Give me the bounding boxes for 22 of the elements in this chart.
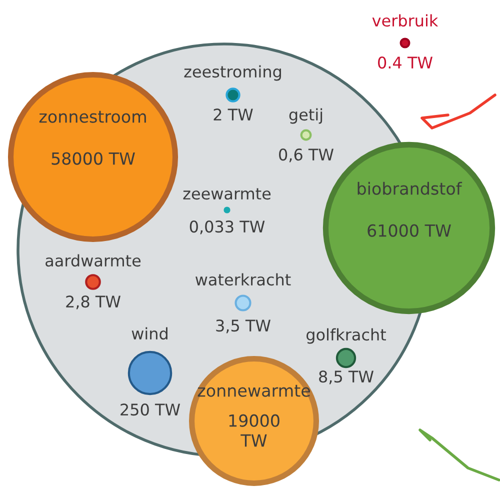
category-label: biobrandstof xyxy=(358,182,462,195)
data-label: 0,033 TW xyxy=(190,220,265,234)
data-label: 0,6 TW xyxy=(279,148,334,162)
category-label: aardwarmte xyxy=(46,254,141,267)
data-label: 2,8 TW xyxy=(66,296,120,310)
category-label: zonnestroom xyxy=(39,110,146,123)
category-label: zeestroming xyxy=(184,65,281,81)
data-label: 58000 TW xyxy=(52,152,135,165)
data-label: 250 TW xyxy=(120,404,180,416)
category-label: verbruik xyxy=(372,14,438,27)
category-label: wind xyxy=(132,327,168,340)
category-label: waterkracht xyxy=(196,273,291,286)
data-label: 0.4 TW xyxy=(378,56,432,69)
data-label: 19000 TW xyxy=(229,414,280,447)
data-label: 8,5 TW xyxy=(319,370,374,384)
category-label: getij xyxy=(289,108,322,124)
data-label: 2 TW xyxy=(214,108,253,120)
category-label: zonnewarmte xyxy=(198,384,310,397)
category-label: golfkracht xyxy=(306,328,386,344)
data-label: 3,5 TW xyxy=(216,320,270,334)
category-label: zeewarmte xyxy=(183,188,271,200)
data-label: 61000 TW xyxy=(368,224,451,237)
